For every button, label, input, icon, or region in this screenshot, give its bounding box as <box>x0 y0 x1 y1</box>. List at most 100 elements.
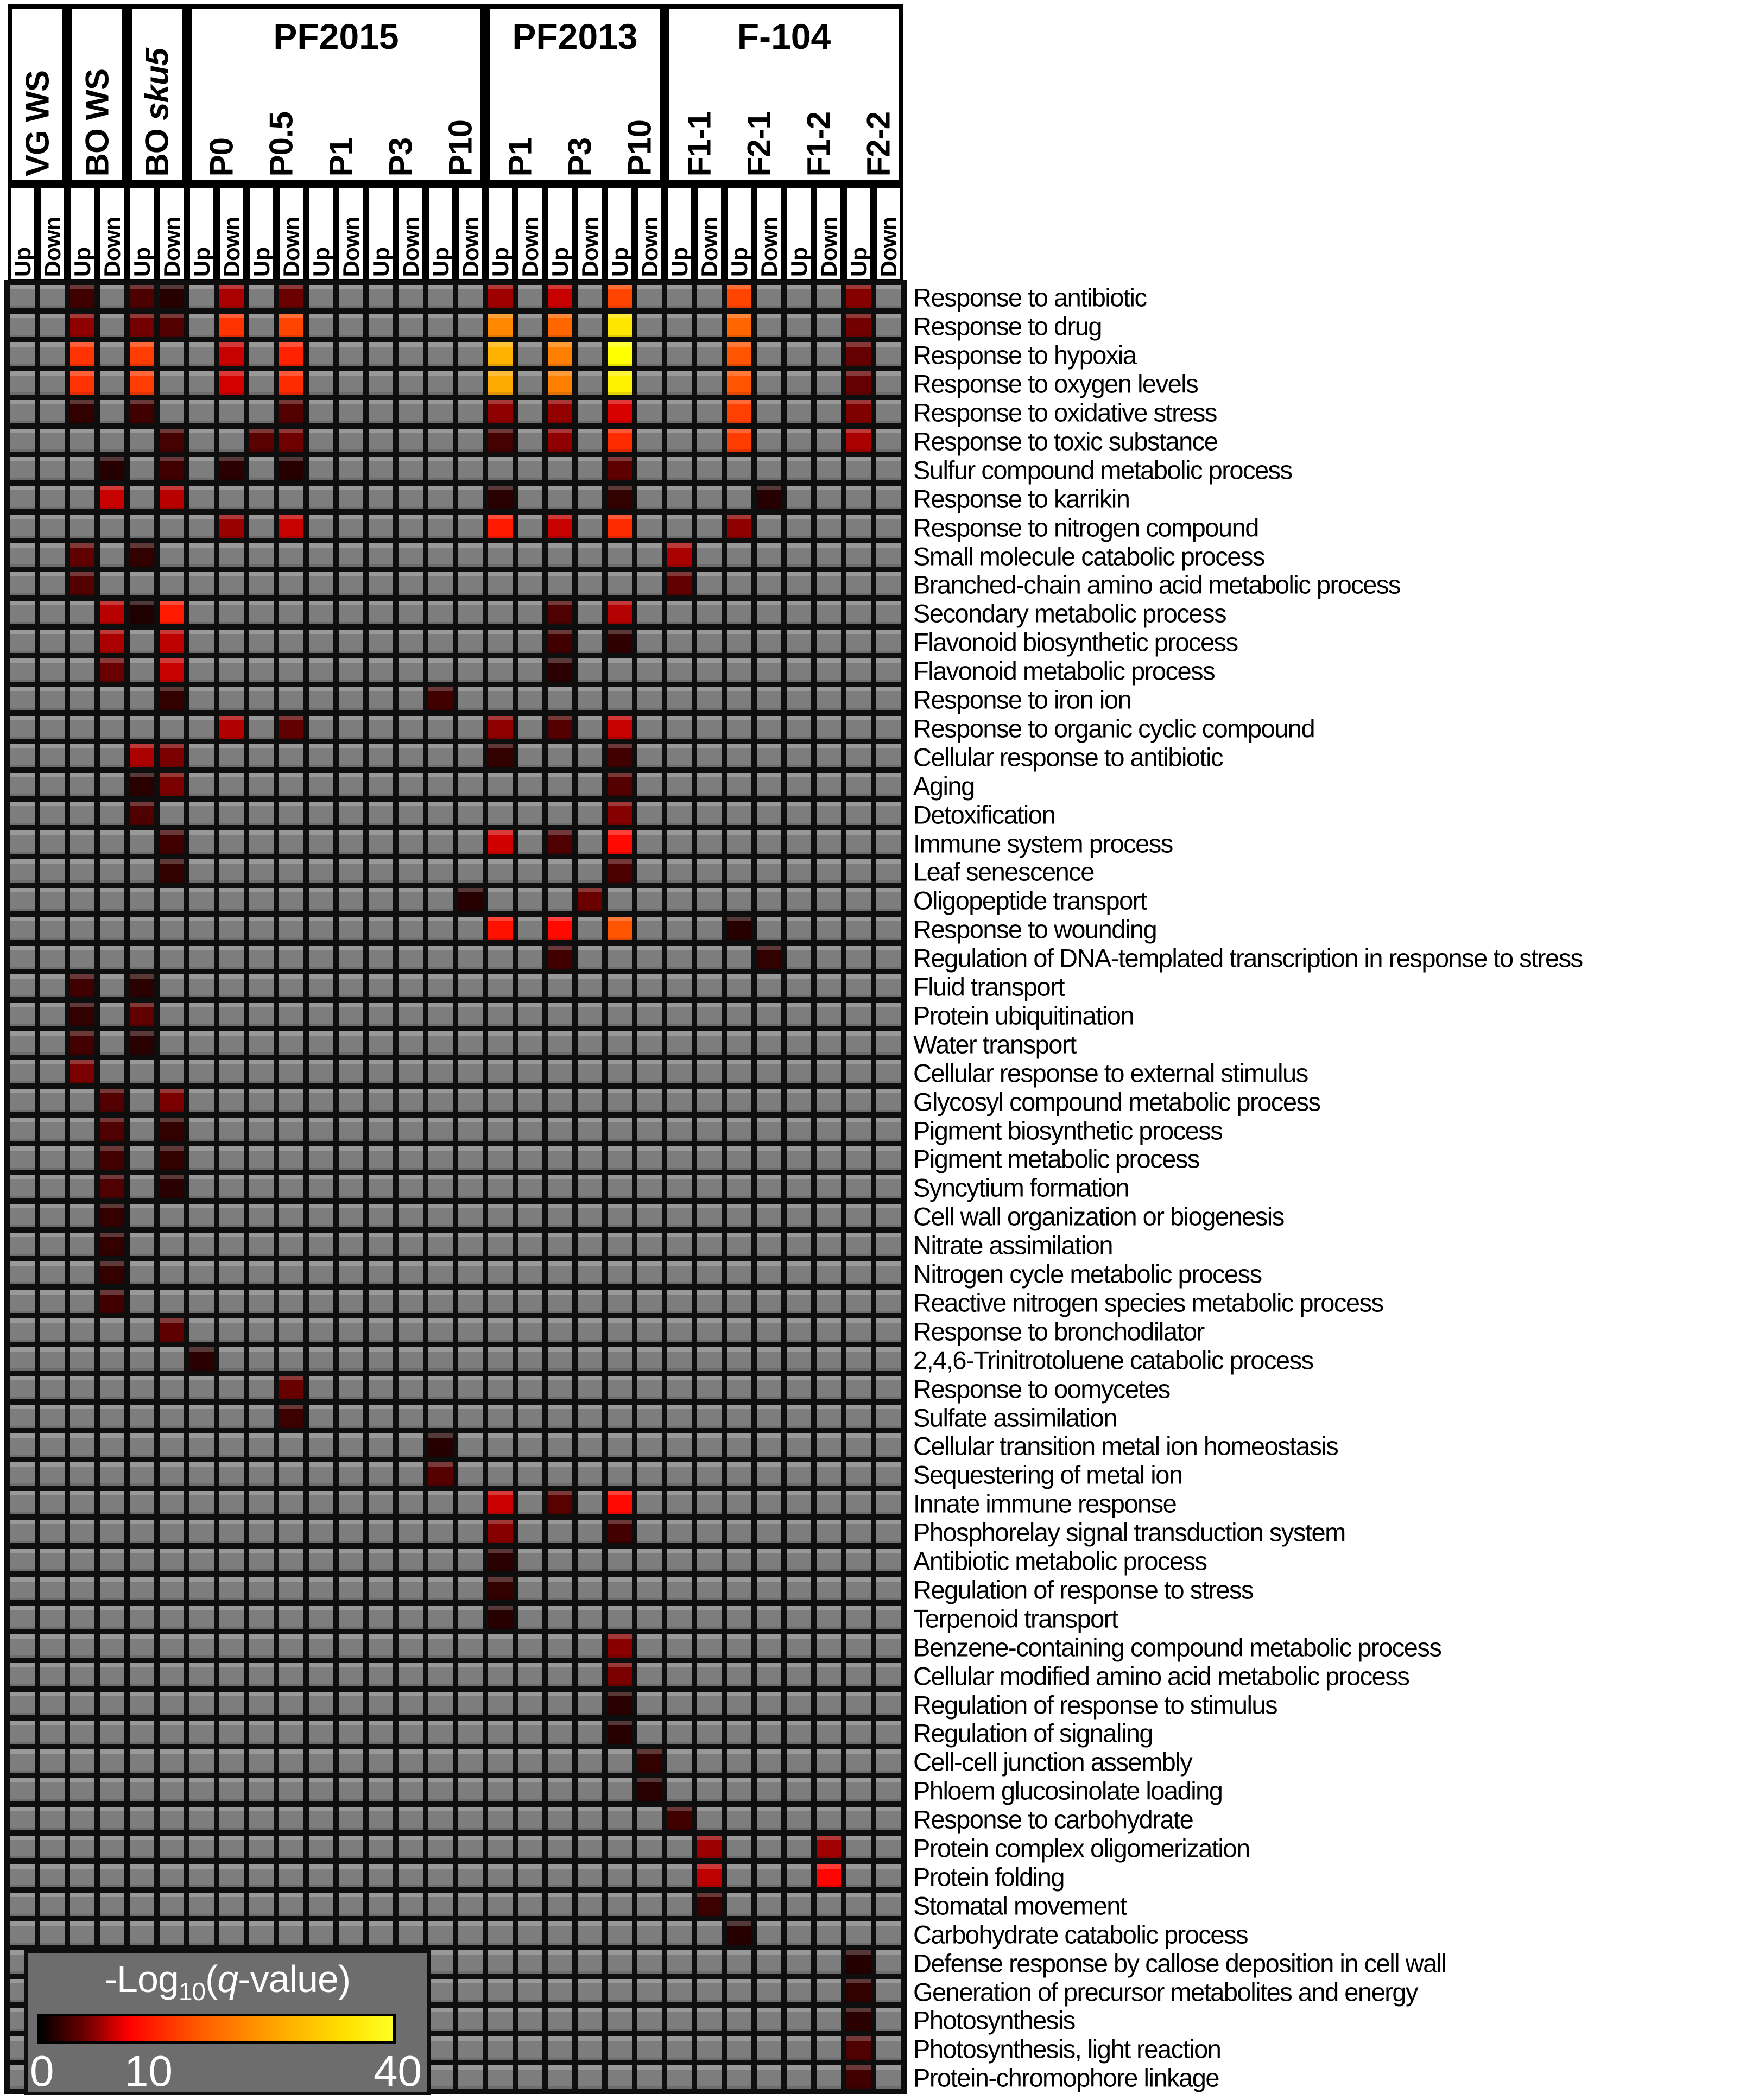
heatmap-cell <box>724 368 754 397</box>
heatmap-cell <box>306 1746 336 1775</box>
heatmap-cell <box>635 713 665 742</box>
heatmap-cell <box>635 1287 665 1316</box>
heatmap-cell <box>336 454 366 484</box>
row-label: Glycosyl compound metabolic process <box>913 1087 1321 1116</box>
heatmap-cell <box>187 1201 217 1230</box>
heatmap-cell <box>97 1574 127 1603</box>
heatmap-cell <box>67 426 97 455</box>
heatmap-cell <box>187 1402 217 1431</box>
heatmap-cell <box>97 1115 127 1144</box>
heatmap-cell <box>8 1545 37 1575</box>
heatmap-cell <box>874 1517 903 1546</box>
heatmap-cell <box>814 1574 844 1603</box>
heatmap-cell <box>217 971 246 1000</box>
heatmap-cell <box>217 1029 246 1058</box>
heatmap-cell <box>724 1545 754 1575</box>
heatmap-cell <box>545 1000 575 1029</box>
updown-label-cell: Down <box>276 185 306 282</box>
heatmap-cell <box>37 1603 67 1632</box>
heatmap-cell <box>635 397 665 426</box>
heatmap-cell <box>97 1316 127 1345</box>
heatmap-cell <box>694 1804 724 1833</box>
heatmap-cell <box>754 1832 784 1862</box>
heatmap-cell <box>246 1919 276 1948</box>
heatmap-cell <box>605 483 635 512</box>
heatmap-cell <box>545 1172 575 1201</box>
heatmap-cell <box>545 1660 575 1690</box>
heatmap-cell <box>157 1459 187 1488</box>
heatmap-cell <box>157 1890 187 1919</box>
heatmap-cell <box>246 1431 276 1460</box>
heatmap-cell <box>575 1431 605 1460</box>
heatmap-cell <box>426 1574 456 1603</box>
heatmap-cell <box>605 1373 635 1403</box>
heatmap-cell <box>456 1144 485 1172</box>
heatmap-cell <box>635 1431 665 1460</box>
heatmap-cell <box>366 1086 396 1115</box>
heatmap-cell <box>336 1316 366 1345</box>
heatmap-cell <box>336 1229 366 1259</box>
heatmap-cell <box>605 1144 635 1172</box>
heatmap-cell <box>665 2005 694 2034</box>
heatmap-cell <box>37 598 67 627</box>
heatmap-cell <box>37 1029 67 1058</box>
heatmap-cell <box>366 885 396 914</box>
heatmap-cell <box>366 1545 396 1575</box>
heatmap-cell <box>336 1459 366 1488</box>
updown-label-cell: Down <box>217 185 246 282</box>
heatmap-cell <box>306 885 336 914</box>
heatmap-cell <box>575 1832 605 1862</box>
heatmap-cell <box>545 1029 575 1058</box>
heatmap-cell <box>694 1517 724 1546</box>
heatmap-cell <box>97 1517 127 1546</box>
heatmap-cell <box>694 799 724 828</box>
heatmap-cell <box>67 1746 97 1775</box>
heatmap-cell <box>276 1431 306 1460</box>
heatmap-cell <box>336 368 366 397</box>
heatmap-cell <box>306 1459 336 1488</box>
heatmap-cell <box>246 913 276 943</box>
heatmap-cell <box>814 1488 844 1517</box>
heatmap-cell <box>724 2005 754 2034</box>
heatmap-cell <box>485 1258 515 1287</box>
updown-label-cell: Up <box>426 185 456 282</box>
heatmap-cell <box>187 913 217 943</box>
row-label: Response to bronchodilator <box>913 1317 1205 1346</box>
heatmap-cell <box>665 1000 694 1029</box>
heatmap-cell <box>246 741 276 771</box>
heatmap-cell <box>217 1574 246 1603</box>
heatmap-cell <box>665 1172 694 1201</box>
heatmap-cell <box>426 1545 456 1575</box>
heatmap-cell <box>575 942 605 972</box>
heatmap-cell <box>665 1287 694 1316</box>
heatmap-cell <box>575 1947 605 1977</box>
heatmap-cell <box>724 828 754 857</box>
heatmap-cell <box>336 1775 366 1804</box>
heatmap-cell <box>187 397 217 426</box>
heatmap-cell <box>306 483 336 512</box>
heatmap-cell <box>37 282 67 311</box>
heatmap-cell <box>784 1144 814 1172</box>
heatmap-cell <box>366 339 396 369</box>
heatmap-cell <box>67 512 97 541</box>
heatmap-cell <box>665 1229 694 1259</box>
heatmap-cell <box>67 1000 97 1029</box>
heatmap-cell <box>575 397 605 426</box>
heatmap-cell <box>694 426 724 455</box>
heatmap-cell <box>246 713 276 742</box>
heatmap-cell <box>396 1603 426 1632</box>
heatmap-cell <box>724 1746 754 1775</box>
heatmap-cell <box>97 799 127 828</box>
heatmap-cell <box>246 598 276 627</box>
heatmap-cell <box>665 397 694 426</box>
heatmap-cell <box>814 397 844 426</box>
row-label: Cellular modified amino acid metabolic p… <box>913 1661 1410 1691</box>
heatmap-cell <box>276 1746 306 1775</box>
heatmap-cell <box>635 1172 665 1201</box>
heatmap-cell <box>67 713 97 742</box>
heatmap-cell <box>157 1057 187 1087</box>
heatmap-cell <box>784 2033 814 2063</box>
heatmap-cell <box>485 1804 515 1833</box>
heatmap-cell <box>8 1057 37 1087</box>
heatmap-cell <box>844 885 874 914</box>
